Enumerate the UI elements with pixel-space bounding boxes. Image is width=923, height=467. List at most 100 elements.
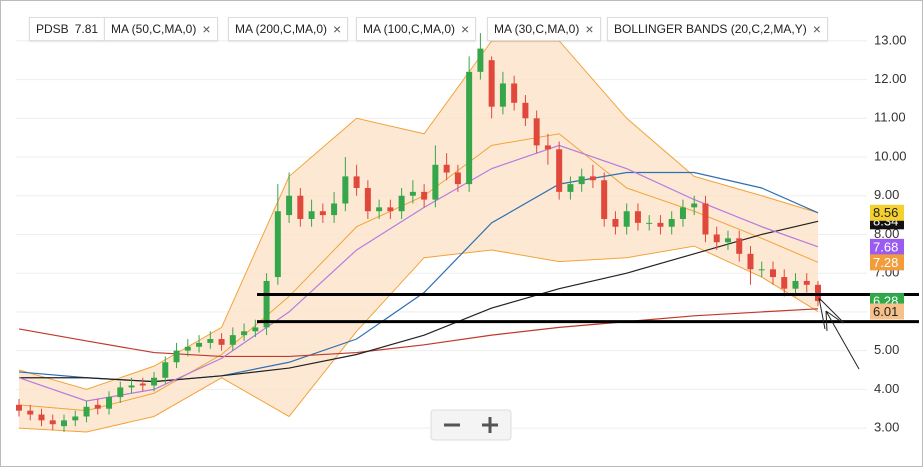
band-lower <box>18 245 819 433</box>
remove-indicator[interactable]: × <box>585 21 594 37</box>
candle-body <box>578 176 585 185</box>
candle-body <box>443 164 450 173</box>
last-value-label: 6.01 <box>873 304 898 319</box>
y-tick-label: 4.00 <box>874 381 899 396</box>
candle-body <box>364 188 371 212</box>
legend-chip: MA (200,C,MA,0) × <box>228 17 349 41</box>
ma-line <box>18 308 819 358</box>
last-value-badge <box>870 303 904 320</box>
candle-body <box>544 145 551 150</box>
y-tick-label: 3.00 <box>874 420 899 435</box>
legend-text: PDSB <box>36 22 69 36</box>
legend-chip: BOLLINGER BANDS (20,C,2,MA,Y) × <box>607 17 828 41</box>
candle-body <box>229 335 236 345</box>
legend-text: MA (100,C,MA,0) <box>363 22 456 36</box>
candle-body <box>668 218 675 227</box>
y-tick-label: 5.00 <box>874 342 899 357</box>
candle-body <box>274 211 281 278</box>
legend-text: MA (50,C,MA,0) <box>111 22 197 36</box>
candle-body <box>601 180 608 219</box>
y-tick-label: 10.00 <box>874 148 907 163</box>
last-value-badge <box>870 204 904 221</box>
candle-body <box>342 176 349 204</box>
candle-body <box>556 149 563 192</box>
candle-body <box>623 211 630 227</box>
candle-body <box>308 211 315 219</box>
candle-body <box>702 203 709 235</box>
candle-body <box>533 118 540 146</box>
y-tick-label: 13.00 <box>874 32 907 47</box>
candle-body <box>567 184 574 192</box>
candle-body <box>184 346 191 351</box>
candle-body <box>72 416 79 421</box>
candle-body <box>488 60 495 107</box>
candle-body <box>499 83 506 107</box>
candle-body <box>218 339 225 345</box>
legend-chip: PDSB 7.81 <box>29 17 106 41</box>
candle-body <box>758 269 765 271</box>
candle-body <box>747 253 754 270</box>
candle-body <box>286 195 293 216</box>
last-value-badge <box>870 238 904 255</box>
zoom-panel <box>430 409 512 441</box>
candle-body <box>522 102 529 119</box>
y-tick-label: 12.00 <box>874 71 907 86</box>
candle-body <box>454 172 461 185</box>
band-upper <box>18 40 819 390</box>
candle-body <box>736 238 743 254</box>
remove-indicator[interactable]: × <box>461 21 470 37</box>
candle-body <box>657 222 664 227</box>
candle-body <box>612 218 619 227</box>
candle-body <box>331 203 338 216</box>
candle-body <box>241 331 248 336</box>
candle-body <box>511 83 518 103</box>
hand-arrows <box>818 297 860 370</box>
candle-body <box>83 406 90 417</box>
candle-body <box>376 207 383 212</box>
candle-body <box>117 387 124 398</box>
candle-body <box>252 327 259 332</box>
last-value-label: 8.56 <box>873 205 898 220</box>
band-fill <box>19 40 818 432</box>
candle-body <box>94 404 101 409</box>
remove-indicator[interactable]: × <box>333 21 342 37</box>
candle-body <box>646 222 653 224</box>
candle-body <box>815 284 821 302</box>
last-value-label: 7.68 <box>873 239 898 254</box>
legend-text: MA (200,C,MA,0) <box>235 22 328 36</box>
candle-body <box>263 280 270 328</box>
legend-text: MA (30,C,MA,0) <box>494 22 580 36</box>
candle-body <box>61 420 68 427</box>
remove-indicator[interactable]: × <box>812 21 821 37</box>
candle-body <box>792 280 799 289</box>
y-tick-label: 8.00 <box>874 226 899 241</box>
candle-body <box>16 404 22 411</box>
legend-chip: MA (100,C,MA,0) × <box>356 17 477 41</box>
candle-body <box>151 377 158 386</box>
candle-body <box>589 176 596 181</box>
candle-body <box>38 414 45 421</box>
candle-body <box>297 195 304 219</box>
arrow <box>825 310 860 370</box>
candle-body <box>398 195 405 212</box>
candle-body <box>128 385 135 388</box>
candle-body <box>162 362 169 378</box>
candle-body <box>387 207 394 212</box>
candle-body <box>691 203 698 208</box>
candle-body <box>477 48 484 72</box>
zoom-controls <box>430 409 512 441</box>
candle-body <box>769 269 776 278</box>
candle-body <box>27 410 34 415</box>
candle-body <box>634 211 641 223</box>
candle-body <box>106 397 113 409</box>
arrow <box>818 297 845 330</box>
candle-body <box>196 342 203 347</box>
candle-body <box>353 176 360 188</box>
candle-body <box>781 277 788 289</box>
legend-chip: MA (30,C,MA,0) × <box>487 17 601 41</box>
candle-body <box>432 164 439 200</box>
candle-body <box>724 238 731 243</box>
remove-indicator[interactable]: × <box>202 21 211 37</box>
